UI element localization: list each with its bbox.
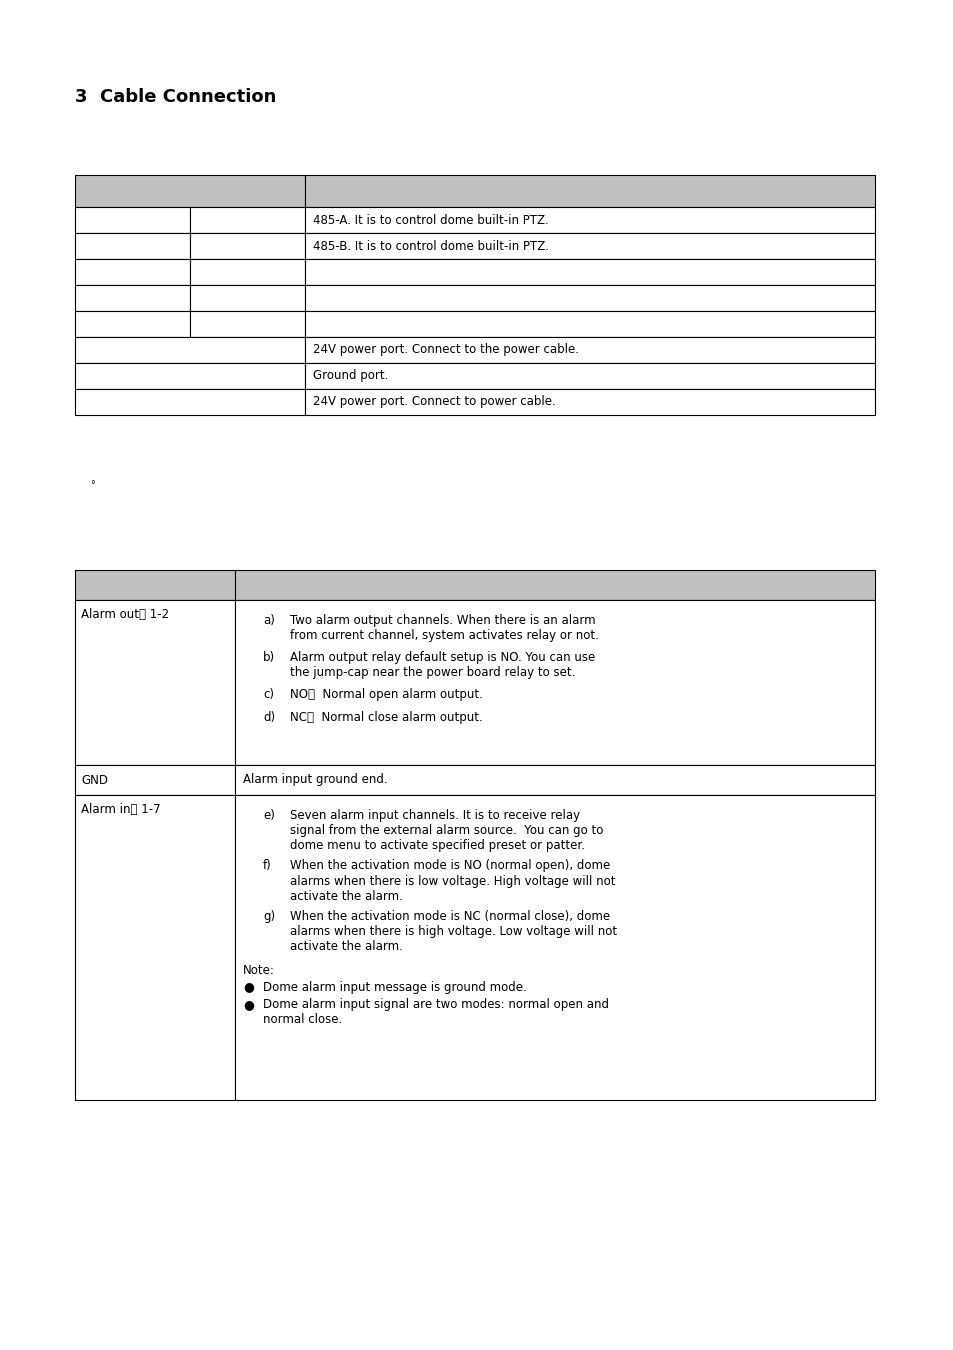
Text: When the activation mode is NO (normal open), dome
alarms when there is low volt: When the activation mode is NO (normal o… — [290, 860, 615, 903]
Text: g): g) — [263, 910, 274, 923]
Bar — [75, 338, 305, 363]
Bar — [190, 310, 305, 338]
Bar — [75, 285, 190, 310]
Text: b): b) — [263, 651, 274, 664]
Text: ●: ● — [243, 998, 253, 1011]
Bar — [234, 795, 874, 1100]
Text: Alarm input ground end.: Alarm input ground end. — [243, 774, 387, 787]
Text: Dome alarm input message is ground mode.: Dome alarm input message is ground mode. — [263, 980, 526, 994]
Text: c): c) — [263, 688, 274, 701]
Text: Dome alarm input signal are two modes: normal open and
normal close.: Dome alarm input signal are two modes: n… — [263, 998, 608, 1026]
Text: Note:: Note: — [243, 964, 274, 977]
Text: a): a) — [263, 614, 274, 626]
Bar — [305, 259, 874, 285]
Text: 485-B. It is to control dome built-in PTZ.: 485-B. It is to control dome built-in PT… — [313, 239, 548, 252]
Text: 24V power port. Connect to the power cable.: 24V power port. Connect to the power cab… — [313, 343, 578, 356]
Text: f): f) — [263, 860, 272, 872]
Bar — [190, 207, 305, 234]
Text: Alarm out： 1-2: Alarm out： 1-2 — [81, 608, 169, 621]
Bar — [75, 570, 234, 599]
Text: Ground port.: Ground port. — [313, 370, 388, 382]
Bar — [305, 176, 874, 207]
Text: NO：  Normal open alarm output.: NO： Normal open alarm output. — [290, 688, 482, 701]
Bar — [75, 234, 190, 259]
Bar — [75, 599, 234, 765]
Bar — [234, 765, 874, 795]
Text: 24V power port. Connect to power cable.: 24V power port. Connect to power cable. — [313, 396, 556, 409]
Text: When the activation mode is NC (normal close), dome
alarms when there is high vo: When the activation mode is NC (normal c… — [290, 910, 617, 953]
Text: d): d) — [263, 711, 274, 725]
Bar — [75, 765, 234, 795]
Text: Alarm output relay default setup is NO. You can use
the jump-cap near the power : Alarm output relay default setup is NO. … — [290, 651, 595, 679]
Bar — [75, 389, 305, 414]
Text: NC：  Normal close alarm output.: NC： Normal close alarm output. — [290, 711, 482, 725]
Bar — [305, 285, 874, 310]
Text: 485-A. It is to control dome built-in PTZ.: 485-A. It is to control dome built-in PT… — [313, 213, 548, 227]
Bar — [305, 207, 874, 234]
Bar — [234, 570, 874, 599]
Bar — [305, 338, 874, 363]
Text: 3  Cable Connection: 3 Cable Connection — [75, 88, 276, 107]
Bar — [75, 363, 305, 389]
Bar — [190, 285, 305, 310]
Bar — [305, 234, 874, 259]
Bar — [305, 389, 874, 414]
Bar — [75, 310, 190, 338]
Bar — [305, 363, 874, 389]
Bar — [75, 795, 234, 1100]
Text: °: ° — [90, 481, 94, 490]
Text: Two alarm output channels. When there is an alarm
from current channel, system a: Two alarm output channels. When there is… — [290, 614, 598, 643]
Text: GND: GND — [81, 774, 108, 787]
Bar — [75, 259, 190, 285]
Bar — [75, 176, 305, 207]
Bar — [305, 310, 874, 338]
Text: Seven alarm input channels. It is to receive relay
signal from the external alar: Seven alarm input channels. It is to rec… — [290, 809, 602, 852]
Bar — [234, 599, 874, 765]
Bar — [190, 259, 305, 285]
Bar — [190, 234, 305, 259]
Text: e): e) — [263, 809, 274, 822]
Bar — [75, 207, 190, 234]
Text: Alarm in： 1-7: Alarm in： 1-7 — [81, 803, 160, 815]
Text: ●: ● — [243, 980, 253, 994]
